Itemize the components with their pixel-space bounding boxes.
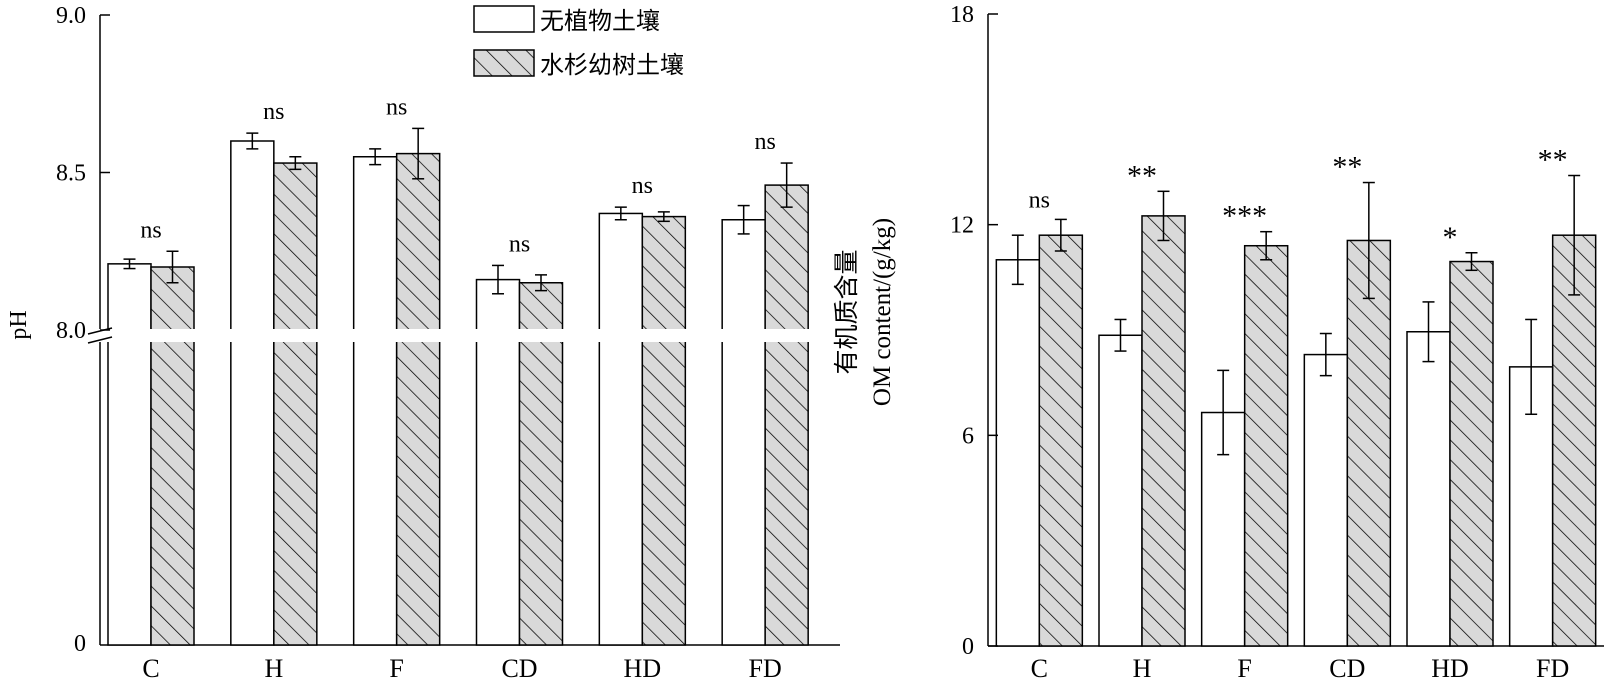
- ph-x-tick-c: C: [142, 654, 159, 683]
- ph-annotation-h: ns: [263, 99, 284, 125]
- ph-x-tick-f: F: [389, 654, 403, 683]
- om-bar-c-s0: [995, 259, 1041, 647]
- ph-x-tick-h: H: [264, 654, 283, 683]
- om-ytick-label-3: 18: [950, 2, 974, 28]
- ph-axis-break: [86, 327, 840, 344]
- om-annotation-fd: **: [1538, 144, 1568, 177]
- ph-bar-c-s1: [150, 266, 195, 646]
- om-bar-hd-s0: [1406, 331, 1451, 647]
- ph-x-tick-fd: FD: [749, 654, 782, 683]
- ph-break-mark-lower: [87, 336, 113, 344]
- ph-ytick-label-upper-1: 8.5: [56, 161, 86, 187]
- om-x-tick-h: H: [1133, 654, 1152, 683]
- om-x-tick-fd: FD: [1536, 654, 1569, 683]
- ph-annotation-fd: ns: [754, 129, 775, 155]
- om-ytick-label-0: 0: [962, 634, 974, 660]
- ph-bar-h-s1: [273, 162, 318, 646]
- om-annotation-h: **: [1127, 159, 1157, 192]
- om-annotations: ns**********: [1029, 144, 1568, 254]
- om-bar-h-s1: [1141, 215, 1186, 647]
- om-bar-hd-s1: [1449, 260, 1494, 647]
- ph-break-gap: [86, 329, 840, 342]
- om-bar-c-s1: [1038, 234, 1084, 647]
- ph-x-tick-labels: C H F CD HD FD: [142, 654, 781, 683]
- ph-break-mark-upper: [87, 327, 113, 335]
- ph-ytick-label-lower-0: 0: [74, 631, 86, 657]
- om-y-axis-label-en: OM content/(g/kg): [869, 218, 896, 406]
- om-annotation-hd: *: [1443, 221, 1458, 254]
- om-bar-fd-s1: [1551, 234, 1597, 647]
- ph-annotation-hd: ns: [632, 173, 653, 199]
- ph-bar-c-s0: [107, 263, 152, 646]
- legend-label-seedling: 水杉幼树土壤: [540, 52, 684, 79]
- legend: 无植物土壤 水杉幼树土壤: [473, 5, 684, 79]
- legend-label-no-plant: 无植物土壤: [540, 8, 660, 35]
- om-y-axis-label-cn: 有机质含量: [833, 249, 861, 374]
- om-x-tick-c: C: [1031, 654, 1048, 683]
- ph-ytick-label-upper-0: 8.0: [56, 318, 86, 344]
- om-bar-cd-s0: [1303, 353, 1349, 647]
- om-annotation-cd: **: [1332, 151, 1362, 184]
- om-axes: [987, 14, 1604, 647]
- om-bar-f-s1: [1243, 244, 1289, 647]
- ph-bar-fd-s1: [764, 184, 809, 646]
- legend-swatch-no-plant: [473, 5, 535, 33]
- ph-annotations: ns ns ns ns ns ns: [140, 94, 776, 257]
- om-ytick-label-2: 12: [950, 213, 974, 239]
- ph-bar-cd-s1: [518, 282, 564, 646]
- om-bars: [995, 174, 1597, 647]
- ph-bar-fd-s0: [721, 219, 766, 646]
- om-ticks: 0 6 12 18: [950, 2, 998, 660]
- om-x-tick-labels: C H F CD HD FD: [1031, 654, 1570, 683]
- om-ytick-label-1: 6: [962, 423, 974, 449]
- ph-panel: pH 8.0 8.5 9.0 0 ns ns ns ns ns ns C H F CD HD FD: [6, 3, 840, 683]
- om-annotation-c: ns: [1029, 187, 1050, 213]
- ph-bar-hd-s0: [598, 212, 644, 646]
- om-annotation-f: ***: [1222, 200, 1267, 233]
- ph-bars: [107, 127, 809, 646]
- ph-bar-f-s1: [395, 152, 441, 646]
- ph-annotation-cd: ns: [509, 231, 530, 257]
- om-bar-h-s0: [1098, 334, 1143, 647]
- legend-swatch-seedling: [473, 49, 535, 77]
- ph-annotation-c: ns: [140, 217, 161, 243]
- ph-ticks: 8.0 8.5 9.0 0: [56, 3, 110, 657]
- om-bar-cd-s1: [1346, 239, 1392, 647]
- ph-y-axis-label: pH: [6, 310, 32, 339]
- ph-ytick-label-upper-2: 9.0: [56, 3, 86, 29]
- ph-bar-h-s0: [230, 140, 275, 646]
- ph-x-tick-cd: CD: [501, 654, 537, 683]
- ph-bar-hd-s1: [641, 215, 687, 646]
- om-x-tick-cd: CD: [1329, 654, 1365, 683]
- om-x-tick-hd: HD: [1431, 654, 1469, 683]
- om-x-tick-f: F: [1237, 654, 1251, 683]
- ph-bar-f-s0: [352, 156, 398, 646]
- ph-x-tick-hd: HD: [624, 654, 662, 683]
- ph-annotation-f: ns: [386, 94, 407, 120]
